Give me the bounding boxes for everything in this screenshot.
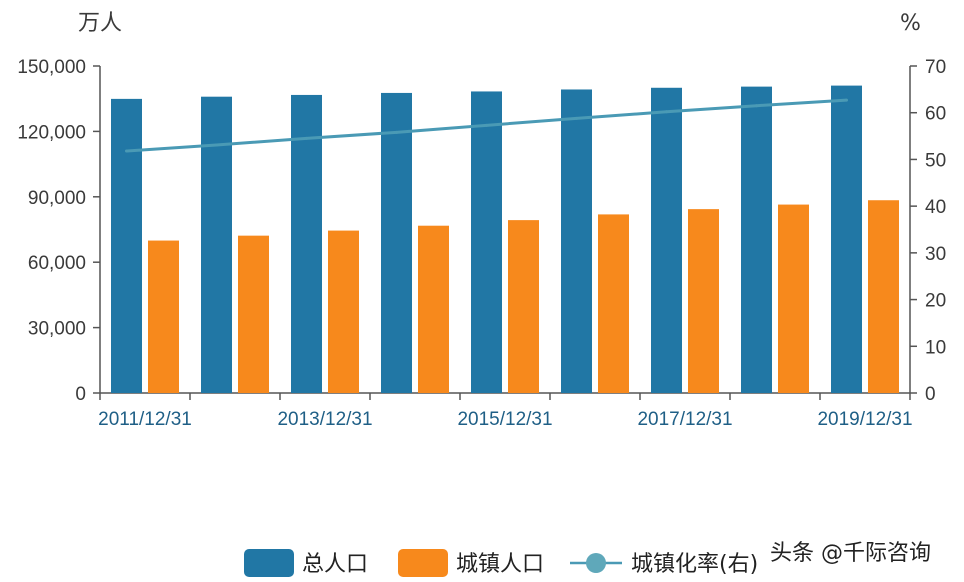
x-tick-label: 2013/12/31 — [277, 409, 372, 430]
point-urbanization-rate — [305, 136, 308, 140]
legend-swatch-urban-population — [398, 549, 448, 577]
bar-total-population — [741, 86, 772, 394]
bar-total-population — [471, 91, 502, 394]
y-right-tick-label: 20 — [925, 291, 946, 312]
y-right-tick-label: 40 — [925, 197, 946, 218]
y-left-unit: 万人 — [78, 11, 122, 36]
y-right-tick-label: 50 — [925, 150, 946, 171]
bar-urban-population — [418, 225, 449, 393]
bar-urban-population — [238, 235, 269, 393]
y-left-tick-label: 90,000 — [28, 188, 86, 209]
y-left-tick-label: 0 — [75, 384, 86, 405]
bar-total-population — [111, 98, 142, 393]
y-right-tick-label: 70 — [925, 57, 946, 78]
y-left-ticks: 0 30,000 60,000 90,000 120,000 150,000 — [17, 57, 100, 405]
series-urban-population — [148, 200, 899, 393]
y-left-tick-label: 60,000 — [28, 253, 86, 274]
point-urbanization-rate — [845, 98, 848, 102]
legend-label-urbanization-rate: 城镇化率(右) — [631, 552, 758, 577]
bar-urban-population — [868, 200, 899, 393]
bar-urban-population — [328, 230, 359, 393]
legend: 总人口 城镇人口 城镇化率(右) — [244, 549, 758, 577]
point-urbanization-rate — [755, 104, 758, 108]
y-right-tick-label: 60 — [925, 104, 946, 125]
point-urbanization-rate — [215, 143, 218, 147]
series-total-population — [111, 85, 862, 394]
bar-urban-population — [778, 204, 809, 393]
y-right-unit: % — [900, 11, 921, 36]
bar-total-population — [381, 92, 412, 394]
point-urbanization-rate — [485, 123, 488, 127]
y-left-tick-label: 150,000 — [17, 57, 86, 78]
bar-total-population — [651, 87, 682, 394]
bar-urban-population — [688, 209, 719, 393]
x-tick-label: 2017/12/31 — [637, 409, 732, 430]
bar-total-population — [291, 94, 322, 393]
bar-urban-population — [508, 220, 539, 393]
y-right-tick-label: 0 — [925, 384, 936, 405]
point-urbanization-rate — [575, 116, 578, 120]
y-left-tick-label: 30,000 — [28, 319, 86, 340]
point-urbanization-rate — [395, 130, 398, 134]
legend-label-total-population: 总人口 — [302, 552, 368, 577]
bar-total-population — [561, 89, 592, 393]
y-right-ticks: 0 10 20 30 40 50 60 70 — [910, 57, 946, 405]
legend-swatch-total-population — [244, 549, 294, 577]
y-left-tick-label: 120,000 — [17, 122, 86, 143]
bar-total-population — [201, 96, 232, 394]
legend-label-urban-population: 城镇人口 — [456, 552, 544, 577]
legend-swatch-urbanization-rate-dot — [586, 553, 606, 573]
x-tick-label: 2015/12/31 — [457, 409, 552, 430]
point-urbanization-rate — [665, 110, 668, 114]
bar-urban-population — [598, 214, 629, 393]
series-urbanization-rate — [125, 98, 848, 153]
point-urbanization-rate — [125, 149, 128, 153]
watermark-label: 头条 @千际咨询 — [770, 541, 931, 566]
y-right-tick-label: 30 — [925, 244, 946, 265]
x-tick-label: 2011/12/31 — [98, 409, 192, 430]
x-tick-label: 2019/12/31 — [817, 409, 912, 430]
y-right-tick-label: 10 — [925, 337, 946, 358]
x-ticks: 2011/12/31 2013/12/31 2015/12/31 2017/12/31… — [98, 393, 913, 430]
bar-urban-population — [148, 240, 179, 393]
bar-total-population — [831, 85, 862, 393]
